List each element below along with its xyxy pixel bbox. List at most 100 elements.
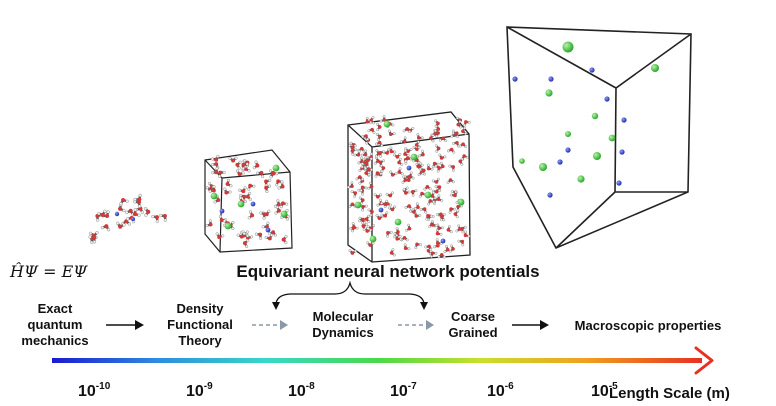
- water-molecule: [351, 225, 359, 233]
- ion-green: [237, 200, 245, 208]
- ion-green: [539, 163, 547, 171]
- water-molecule: [380, 199, 389, 207]
- water-molecule: [425, 214, 433, 221]
- water-molecule: [159, 213, 167, 222]
- tick-label: 10-7: [390, 381, 417, 400]
- water-molecule: [419, 207, 428, 214]
- water-molecule: [387, 129, 396, 137]
- ion-blue: [547, 192, 553, 198]
- water-molecule: [264, 233, 274, 241]
- water-molecule: [409, 207, 418, 214]
- water-molecule: [228, 156, 238, 163]
- water-molecule: [460, 225, 467, 234]
- ion-green: [394, 218, 402, 226]
- water-molecule: [358, 216, 365, 225]
- water-molecule: [361, 222, 368, 231]
- water-molecule: [236, 232, 246, 239]
- water-molecule: [364, 156, 373, 163]
- ion-blue: [378, 207, 384, 213]
- water-molecule: [273, 199, 281, 208]
- water-molecule: [205, 219, 213, 228]
- water-molecule: [88, 235, 97, 244]
- water-molecule: [446, 178, 455, 184]
- water-molecule: [366, 224, 376, 231]
- water-molecule: [374, 149, 381, 158]
- arrow-md-to-cg: [398, 320, 434, 330]
- water-molecule: [281, 235, 288, 245]
- length-scale-bar: [52, 358, 702, 363]
- water-molecule: [434, 185, 442, 192]
- water-molecule: [375, 132, 382, 142]
- water-molecule: [447, 147, 456, 154]
- water-molecule: [100, 224, 111, 232]
- water-molecule: [210, 154, 220, 162]
- bracket-arrowhead-right: [420, 302, 428, 310]
- water-molecule: [402, 188, 411, 195]
- water-molecule: [446, 225, 453, 234]
- water-molecule: [451, 131, 460, 138]
- water-molecule: [132, 208, 141, 217]
- water-molecule: [256, 170, 265, 179]
- water-molecule: [151, 214, 160, 223]
- water-molecule: [463, 230, 471, 238]
- water-molecule: [438, 136, 448, 143]
- tick-label: 10-5: [591, 381, 618, 400]
- ion-green: [565, 131, 571, 137]
- water-molecule: [264, 178, 272, 187]
- water-molecule: [242, 239, 250, 249]
- water-molecule: [366, 241, 375, 247]
- water-molecule: [431, 177, 440, 184]
- ion-blue: [250, 201, 256, 207]
- water-molecule: [397, 157, 404, 167]
- water-molecule: [385, 191, 394, 198]
- water-molecule: [223, 187, 232, 195]
- water-molecule: [448, 164, 456, 172]
- water-molecule: [449, 190, 458, 198]
- water-molecule: [215, 232, 225, 240]
- water-molecule: [245, 191, 252, 201]
- water-molecule: [213, 194, 221, 204]
- water-molecule: [116, 221, 126, 229]
- water-molecule: [360, 149, 368, 157]
- arrow-qm-to-dft: [106, 320, 144, 330]
- water-molecule: [418, 149, 425, 158]
- water-molecule: [449, 244, 455, 253]
- bracket-arrowhead-left: [272, 302, 280, 310]
- water-molecule: [463, 120, 471, 127]
- water-molecule: [434, 129, 440, 138]
- water-molecule: [361, 134, 370, 141]
- water-molecule: [399, 136, 407, 144]
- water-molecule: [403, 149, 410, 158]
- ion-blue: [440, 238, 446, 244]
- water-molecule: [217, 170, 226, 178]
- water-molecule: [393, 227, 400, 236]
- ion-blue: [619, 149, 625, 155]
- ion-green: [280, 210, 288, 218]
- water-molecule: [403, 243, 411, 251]
- tick-label: 10-6: [487, 381, 514, 400]
- water-molecule: [382, 148, 390, 155]
- ion-green: [410, 153, 418, 161]
- simulation-box-md: [347, 111, 471, 263]
- water-molecule: [401, 175, 408, 184]
- stage-exact-qm: Exact quantum mechanics: [21, 301, 89, 348]
- simulation-box-dft: [204, 149, 293, 253]
- water-molecule: [279, 201, 289, 209]
- water-molecule: [133, 200, 142, 208]
- water-molecule: [416, 133, 424, 140]
- ion-green: [424, 191, 432, 199]
- ion-blue: [512, 76, 518, 82]
- tick-label: 10-10: [78, 381, 111, 400]
- water-molecule: [435, 238, 443, 246]
- ion-blue: [219, 208, 225, 214]
- water-molecule: [414, 140, 421, 149]
- water-molecule: [456, 120, 463, 129]
- water-molecule: [350, 148, 358, 156]
- ion-blue: [406, 165, 412, 171]
- water-molecule: [238, 186, 247, 194]
- water-molecule: [264, 184, 272, 194]
- water-molecule: [133, 193, 142, 202]
- water-molecule: [458, 142, 468, 149]
- water-molecule: [367, 208, 374, 217]
- water-molecule: [389, 146, 397, 154]
